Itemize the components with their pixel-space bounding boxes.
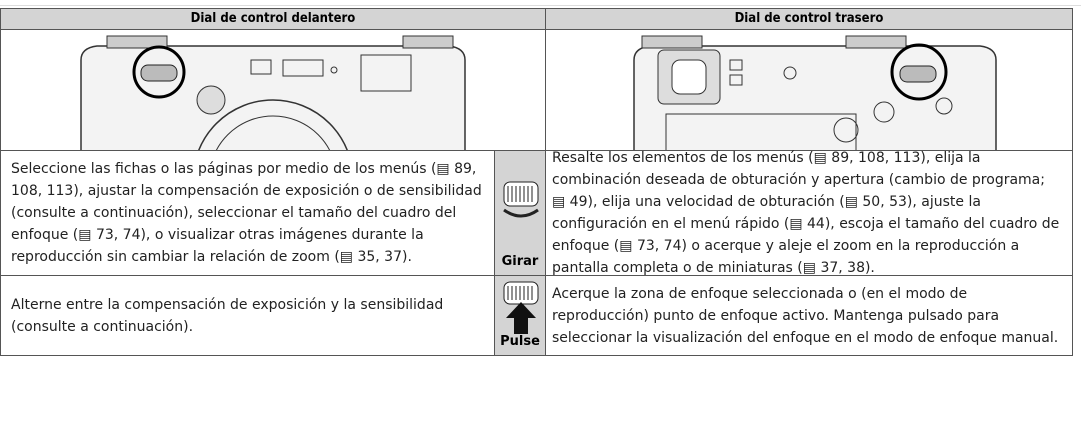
rear-camera (633, 35, 997, 155)
header-front: Dial de control delantero (0, 8, 546, 30)
text: Alterne entre la compensación de exposic… (11, 296, 444, 335)
dial-rotate-icon (503, 181, 539, 218)
header-rear: Dial de control trasero (545, 8, 1073, 30)
icon-cell: Pulse (494, 275, 546, 356)
front-camera (80, 35, 466, 261)
row-text: Acerque la zona de enfoque seleccionada … (545, 275, 1073, 356)
front-image-cell (0, 29, 546, 261)
text: Acerque la zona de enfoque seleccionada … (552, 285, 1059, 346)
icon-label: Pulse (500, 334, 540, 349)
row-text: Resalte los elementos de los menús (▤ 89… (545, 150, 1073, 276)
row-text: Seleccione las fichas o las páginas por … (0, 150, 495, 276)
text: Resalte los elementos de los menús (▤ 89… (552, 150, 1060, 276)
page-top (0, 0, 1081, 6)
dial-push-icon (503, 281, 539, 334)
row-text: Alterne entre la compensación de exposic… (0, 275, 495, 356)
rear-image-cell (545, 29, 1073, 155)
icon-cell: Girar (494, 150, 546, 276)
icon-label: Girar (501, 254, 539, 269)
text: Seleccione las fichas o las páginas por … (11, 161, 482, 265)
